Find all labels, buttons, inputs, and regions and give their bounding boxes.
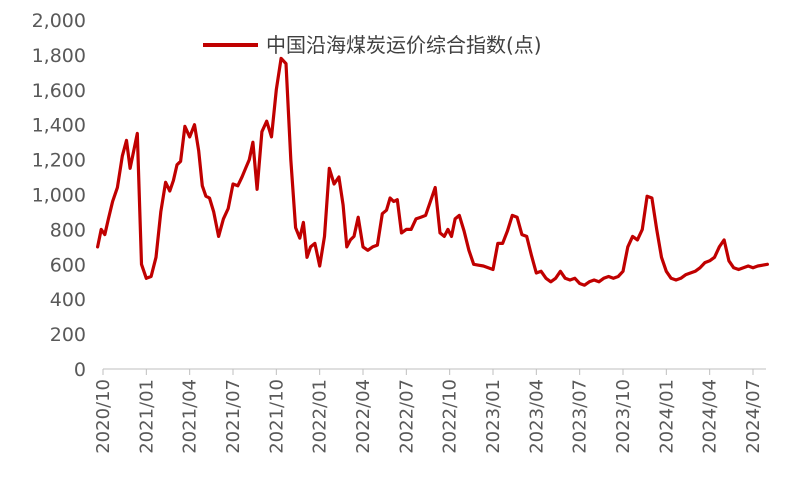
x-tick-label: 2021/01	[136, 379, 157, 454]
x-tick-label: 2022/10	[440, 379, 461, 454]
x-tick-label: 2024/07	[743, 379, 764, 454]
x-tick-label: 2023/07	[570, 379, 591, 454]
x-tick-label: 2021/10	[266, 379, 287, 454]
y-tick-label: 800	[50, 219, 86, 241]
series-layer	[95, 56, 770, 287]
y-tick-label: 1,600	[32, 80, 86, 102]
legend-label: 中国沿海煤炭运价综合指数(点)	[266, 33, 542, 57]
series-line	[95, 56, 770, 287]
y-tick-label: 2,000	[32, 10, 86, 32]
x-tick-label: 2023/04	[526, 379, 547, 454]
legend: 中国沿海煤炭运价综合指数(点)	[203, 33, 542, 57]
x-tick-label: 2023/10	[613, 379, 634, 454]
x-axis-tickmarks	[102, 369, 754, 375]
x-tick-label: 2022/04	[353, 379, 374, 454]
x-tick-label: 2023/01	[483, 379, 504, 454]
y-tick-label: 1,400	[32, 115, 86, 137]
y-tick-label: 1,800	[32, 45, 86, 67]
y-tick-label: 200	[50, 324, 86, 346]
y-tick-label: 1,200	[32, 150, 86, 172]
x-tick-label: 2024/04	[700, 379, 721, 454]
y-tick-label: 400	[50, 289, 86, 311]
x-tick-label: 2024/01	[656, 379, 677, 454]
y-axis-ticks: 0 200 400 600 800 1,000 1,200 1,400 1,600 1,800 2,…	[32, 10, 86, 381]
x-tick-label: 2020/10	[93, 379, 114, 454]
y-tick-label: 0	[74, 359, 86, 381]
y-tick-label: 600	[50, 254, 86, 276]
x-axis-ticks: 2020/10 2021/01 2021/04 2021/07 2021/10 2022/…	[93, 379, 764, 454]
y-tick-label: 1,000	[32, 185, 86, 207]
x-tick-label: 2022/01	[310, 379, 331, 454]
x-tick-label: 2022/07	[396, 379, 417, 454]
x-tick-label: 2021/07	[223, 379, 244, 454]
x-tick-label: 2021/04	[180, 379, 201, 454]
